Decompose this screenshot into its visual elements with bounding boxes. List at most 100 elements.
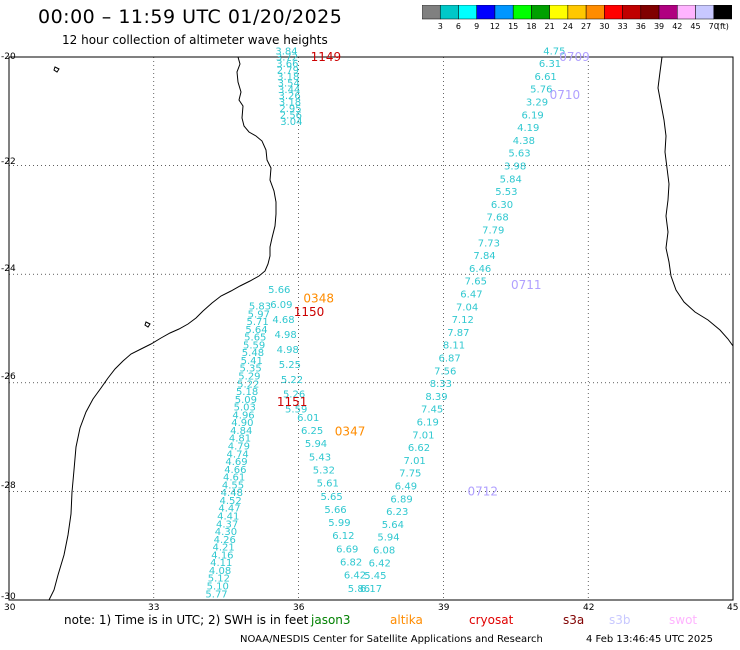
credit-text: NOAA/NESDIS Center for Satellite Applica…: [240, 634, 543, 645]
colorbar-label: 3: [437, 22, 443, 31]
wave-height-value: 5.83: [249, 301, 271, 312]
colorbar-label: 33: [617, 22, 628, 31]
wave-height-value: 4.98: [274, 330, 296, 341]
wave-height-value: 5.66: [268, 285, 290, 296]
wave-height-value: 7.01: [412, 430, 434, 441]
colorbar-label: 18: [526, 22, 537, 31]
colorbar-labels: 3 6 9 12 15 18 21 24 27 30 33 36 39 42 45 70 (ft): [422, 22, 732, 34]
wave-height-value: 6.01: [297, 413, 319, 424]
colorbar-label: 21: [544, 22, 555, 31]
colorbar-label: 27: [581, 22, 592, 31]
wave-height-value: 5.45: [364, 571, 386, 582]
wave-height-value: 8.39: [425, 392, 447, 403]
wave-height-value: 6.25: [301, 426, 323, 437]
wave-height-value: 6.62: [408, 443, 430, 454]
wave-height-value: 6.08: [373, 545, 395, 556]
pass-id-label: 1149: [311, 50, 342, 64]
wave-height-value: 4.84: [230, 426, 252, 437]
wave-height-value: 5.12: [208, 574, 230, 585]
satellite-s3a: s3a: [563, 613, 585, 627]
wave-height-value: 4.26: [214, 535, 236, 546]
wave-height-value: 3.26: [278, 91, 300, 102]
wave-height-value: 3.84: [275, 46, 297, 57]
x-tick-label: 30: [4, 603, 16, 613]
wave-height-value: 7.84: [473, 251, 495, 262]
wave-height-value: 5.25: [279, 360, 301, 371]
wave-height-value: 5.77: [205, 589, 227, 600]
satellite-jason3: jason3: [311, 613, 351, 627]
wave-height-value: 4.68: [272, 315, 294, 326]
wave-height-value: 5.86: [348, 584, 370, 595]
wave-height-value: 3.98: [504, 161, 526, 172]
wave-height-value: 6.42: [344, 571, 366, 582]
colorbar-label: 6: [455, 22, 462, 31]
colorbar-label: (ft): [716, 22, 729, 31]
wave-height-value: 5.32: [313, 465, 335, 476]
wave-height-value: 5.43: [309, 452, 331, 463]
island-marker-2: [144, 321, 151, 328]
wave-height-value: 6.69: [336, 544, 358, 555]
footer-note: note: 1) Time is in UTC; 2) SWH is in fe…: [64, 613, 309, 627]
wave-height-value: 6.49: [395, 481, 417, 492]
wave-height-value: 6.19: [417, 417, 439, 428]
x-tick-label: 36: [293, 603, 305, 613]
wave-height-value: 4.98: [277, 345, 299, 356]
wave-height-value: 6.12: [332, 531, 354, 542]
wave-height-value: 6.23: [386, 507, 408, 518]
pass-id-label: 0710: [550, 88, 581, 102]
wave-height-value: 5.22: [281, 375, 303, 386]
wave-height-value: 5.22: [237, 379, 259, 390]
colorbar: [422, 5, 732, 20]
wave-height-value: 4.75: [543, 46, 565, 57]
wave-height-value: 7.56: [434, 366, 456, 377]
wave-height-value: 5.99: [328, 518, 350, 529]
wave-height-value: 4.96: [232, 410, 254, 421]
wave-height-value: 3.18: [277, 72, 299, 83]
wave-height-value: 5.94: [377, 533, 399, 544]
wave-height-value: 4.37: [216, 519, 238, 530]
wave-height-value: 7.12: [452, 315, 474, 326]
wave-height-value: 3.04: [280, 117, 302, 128]
wave-height-value: 5.71: [247, 317, 269, 328]
wave-height-value: 4.74: [227, 449, 249, 460]
wave-height-value: 5.26: [283, 390, 305, 401]
wave-height-value: 5.94: [305, 439, 327, 450]
wave-height-value: 4.79: [228, 442, 250, 453]
wave-height-value: 7.68: [487, 213, 509, 224]
y-tick-label: -24: [1, 264, 16, 274]
wave-height-value: 7.87: [447, 328, 469, 339]
wave-height-value: 5.59: [285, 405, 307, 416]
wave-height-value: 3.66: [276, 59, 298, 70]
pass-id-label: 0348: [303, 292, 334, 306]
wave-height-value: 5.76: [530, 85, 552, 96]
wave-height-value: 3.29: [526, 97, 548, 108]
wave-height-value: 6.47: [460, 289, 482, 300]
map-subtitle: 12 hour collection of altimeter wave hei…: [62, 33, 328, 47]
wave-height-value: 3.54: [278, 78, 300, 89]
wave-height-value: 6.09: [270, 300, 292, 311]
y-tick-label: -20: [1, 52, 16, 62]
wave-height-value: 5.53: [495, 187, 517, 198]
wave-height-value: 5.03: [234, 403, 256, 414]
wave-height-value: 4.81: [229, 434, 251, 445]
wave-height-value: 7.65: [465, 277, 487, 288]
wave-height-value: 4.16: [211, 550, 233, 561]
x-tick-label: 45: [727, 603, 739, 613]
colorbar-label: 45: [690, 22, 701, 31]
wave-height-value: 3.44: [278, 85, 300, 96]
wave-height-value: 5.09: [235, 395, 257, 406]
wave-height-value: 4.38: [513, 136, 535, 147]
colorbar-label: 42: [672, 22, 683, 31]
wave-height-value: 4.66: [224, 465, 246, 476]
y-tick-label: -30: [1, 592, 16, 602]
x-tick-label: 42: [583, 603, 595, 613]
colorbar-label: 24: [562, 22, 573, 31]
satellite-altika: altika: [390, 613, 423, 627]
wave-height-value: 2.79: [277, 66, 299, 77]
wave-height-value: 5.63: [508, 149, 530, 160]
satellite-cryosat: cryosat: [469, 613, 514, 627]
wave-height-value: 6.87: [438, 353, 460, 364]
